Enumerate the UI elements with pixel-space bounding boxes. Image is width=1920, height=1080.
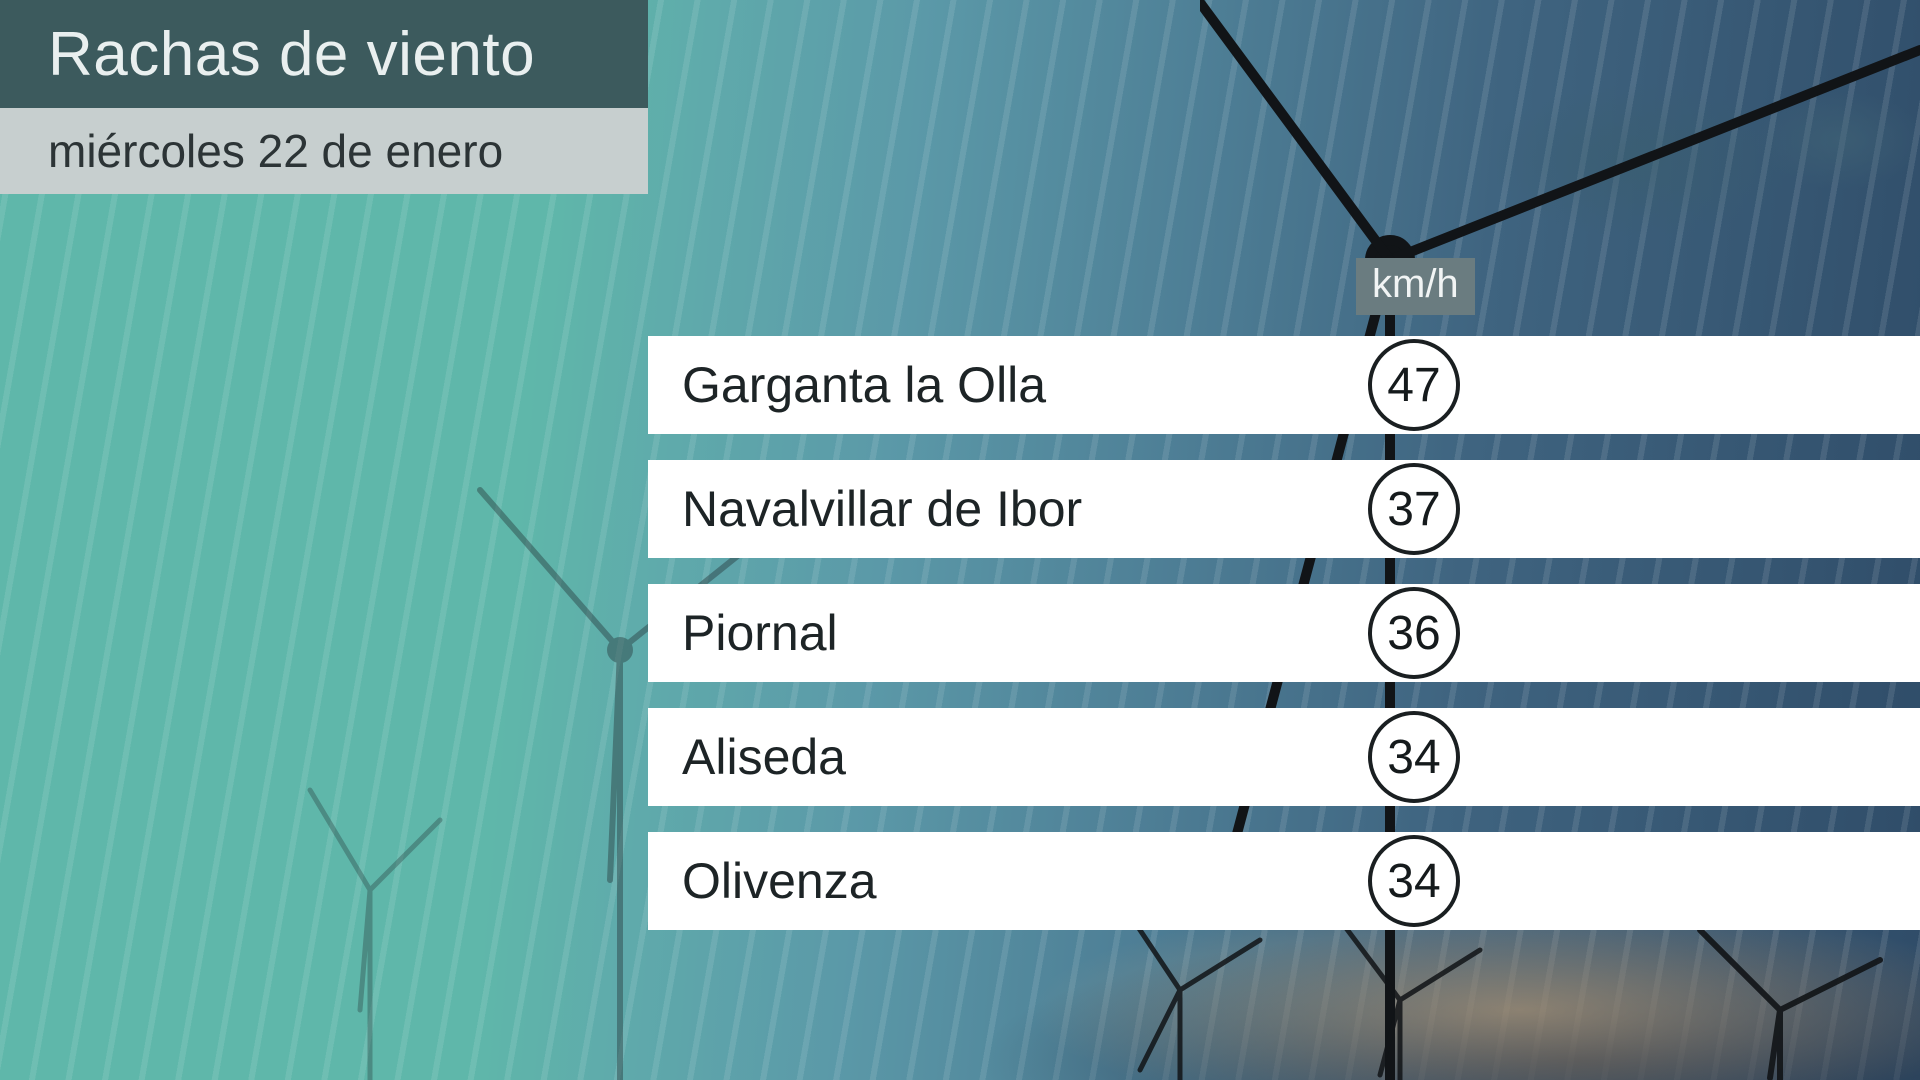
location-label: Piornal bbox=[682, 604, 838, 662]
table-row: Garganta la Olla 47 bbox=[648, 336, 1920, 434]
value-circle: 34 bbox=[1368, 835, 1460, 927]
location-label: Olivenza bbox=[682, 852, 877, 910]
value-circle: 47 bbox=[1368, 339, 1460, 431]
panel-title-text: Rachas de viento bbox=[48, 19, 535, 90]
value-circle: 36 bbox=[1368, 587, 1460, 679]
table-row: Aliseda 34 bbox=[648, 708, 1920, 806]
location-label: Aliseda bbox=[682, 728, 846, 786]
unit-label: km/h bbox=[1372, 262, 1459, 306]
unit-badge: km/h bbox=[1356, 258, 1475, 315]
location-label: Garganta la Olla bbox=[682, 356, 1046, 414]
panel-title: Rachas de viento bbox=[0, 0, 648, 108]
table-row: Piornal 36 bbox=[648, 584, 1920, 682]
data-rows: Garganta la Olla 47 Navalvillar de Ibor … bbox=[648, 336, 1920, 956]
panel-date: miércoles 22 de enero bbox=[0, 108, 648, 194]
turbine-small-1 bbox=[280, 760, 460, 1080]
panel-date-text: miércoles 22 de enero bbox=[48, 124, 503, 178]
weather-graphic: Rachas de viento miércoles 22 de enero k… bbox=[0, 0, 1920, 1080]
value-circle: 37 bbox=[1368, 463, 1460, 555]
value-circle: 34 bbox=[1368, 711, 1460, 803]
location-label: Navalvillar de Ibor bbox=[682, 480, 1082, 538]
table-row: Navalvillar de Ibor 37 bbox=[648, 460, 1920, 558]
table-row: Olivenza 34 bbox=[648, 832, 1920, 930]
